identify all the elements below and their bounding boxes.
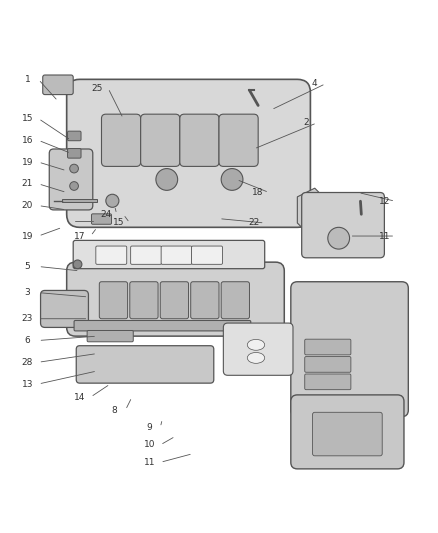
Text: 19: 19 [22,158,33,166]
Text: 15: 15 [22,114,33,123]
Text: 25: 25 [92,84,103,93]
FancyBboxPatch shape [74,320,251,331]
FancyBboxPatch shape [141,114,180,166]
FancyBboxPatch shape [102,114,141,166]
FancyBboxPatch shape [305,357,351,372]
Text: 8: 8 [112,406,117,415]
Text: 15: 15 [113,219,125,228]
Circle shape [221,168,243,190]
FancyBboxPatch shape [76,346,214,383]
Circle shape [328,228,350,249]
Text: 23: 23 [22,314,33,323]
Polygon shape [62,199,97,202]
Circle shape [70,182,78,190]
FancyBboxPatch shape [73,240,265,269]
FancyBboxPatch shape [67,131,81,141]
Text: 18: 18 [252,188,264,197]
Text: 4: 4 [312,79,318,88]
Text: 6: 6 [25,336,30,345]
Text: 12: 12 [379,197,390,206]
Text: 1: 1 [25,75,30,84]
Circle shape [106,194,119,207]
FancyBboxPatch shape [130,282,158,319]
FancyBboxPatch shape [161,246,192,264]
Text: 16: 16 [22,136,33,145]
FancyBboxPatch shape [67,79,311,228]
FancyBboxPatch shape [221,282,250,319]
FancyBboxPatch shape [191,246,223,264]
FancyBboxPatch shape [219,114,258,166]
FancyBboxPatch shape [131,246,162,264]
Text: 13: 13 [22,379,33,389]
Text: 5: 5 [25,262,30,271]
FancyBboxPatch shape [67,262,284,336]
FancyBboxPatch shape [291,395,404,469]
FancyBboxPatch shape [96,246,127,264]
FancyBboxPatch shape [302,192,385,258]
Text: 21: 21 [22,179,33,188]
Ellipse shape [247,340,265,350]
FancyBboxPatch shape [180,114,219,166]
Text: 22: 22 [248,219,259,228]
FancyBboxPatch shape [41,290,88,327]
FancyBboxPatch shape [191,282,219,319]
Circle shape [70,164,78,173]
FancyBboxPatch shape [313,413,382,456]
Circle shape [156,168,178,190]
Text: 28: 28 [22,358,33,367]
Text: 2: 2 [303,118,309,127]
Text: 11: 11 [144,458,155,467]
FancyBboxPatch shape [160,282,188,319]
FancyBboxPatch shape [67,149,81,158]
FancyBboxPatch shape [87,330,133,342]
Text: 3: 3 [25,288,30,297]
FancyBboxPatch shape [92,214,112,224]
FancyBboxPatch shape [291,282,408,417]
Polygon shape [297,188,323,232]
FancyBboxPatch shape [49,149,93,210]
Circle shape [73,260,82,269]
FancyBboxPatch shape [223,323,293,375]
Ellipse shape [247,352,265,364]
FancyBboxPatch shape [305,339,351,355]
Text: 20: 20 [22,201,33,210]
FancyBboxPatch shape [43,75,73,94]
Text: 11: 11 [378,231,390,240]
Text: 10: 10 [144,440,155,449]
FancyBboxPatch shape [99,282,127,319]
Text: 14: 14 [74,393,85,401]
Text: 9: 9 [146,423,152,432]
Text: 19: 19 [22,231,33,240]
Text: 24: 24 [100,210,111,219]
Text: 17: 17 [74,231,85,240]
FancyBboxPatch shape [305,374,351,390]
